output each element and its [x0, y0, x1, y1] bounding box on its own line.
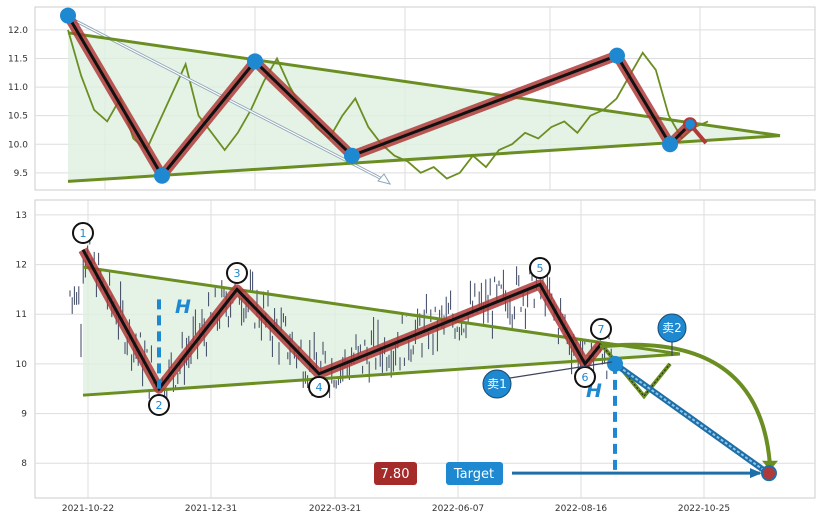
top-trendlines [67, 17, 781, 185]
y-tick-label: 12.0 [8, 26, 28, 36]
zigzag-number-label: 4 [316, 381, 323, 394]
y-tick-label: 10.5 [8, 112, 28, 122]
zigzag-point [344, 147, 360, 164]
x-tick-label: 2021-12-31 [185, 504, 237, 514]
target-marker [761, 465, 777, 482]
zigzag-number-circle [72, 222, 94, 244]
y-tick-label: 9.5 [14, 169, 28, 179]
target-badge [446, 462, 503, 485]
sell1-badge [482, 369, 512, 399]
y-tick-label: 11.0 [8, 83, 28, 93]
zigzag-point [683, 117, 697, 132]
zigzag-number-label: 3 [234, 267, 241, 280]
zigzag-number-circle [574, 366, 596, 388]
zigzag-number-circle [148, 394, 170, 416]
zigzag-number-circle [226, 262, 248, 284]
x-tick-label: 2022-08-16 [555, 504, 608, 514]
target-path-inner [614, 363, 769, 474]
y-tick-label: 10.0 [8, 140, 28, 150]
y-tick-label: 11 [16, 310, 27, 320]
target-badge-label: Target [453, 467, 494, 482]
bottom-axis-ticks: 2021-10-22 2021-12-31 2022-03-21 2022-06-07… [16, 211, 731, 514]
sell2-badge [657, 313, 687, 343]
zigzag-number-label: 7 [598, 323, 605, 336]
zigzag-number-label: 2 [156, 399, 163, 412]
price-badge-label: 7.80 [381, 467, 410, 482]
y-tick-label: 12 [16, 261, 27, 271]
zigzag-number-circle [590, 318, 612, 340]
x-tick-label: 2022-03-21 [309, 504, 361, 514]
y-tick-label: 13 [16, 211, 27, 221]
zigzag-point [247, 53, 263, 70]
zigzag-point [60, 7, 76, 24]
y-tick-label: 11.5 [8, 54, 28, 64]
y-tick-label: 8 [21, 459, 27, 469]
zigzag-point [662, 136, 678, 153]
top-zigzag [60, 7, 708, 184]
upper-trendline [67, 31, 781, 138]
zigzag-number-circle [529, 257, 551, 279]
arrow-head [377, 173, 392, 185]
target-arrow-head [750, 468, 762, 479]
breakout-marker [607, 355, 623, 372]
zigzag-number-label: 5 [537, 262, 544, 275]
zigzag-point [609, 47, 625, 64]
price-badge [374, 462, 417, 485]
zigzag-number-label: 6 [582, 371, 589, 384]
curved-arrow [599, 342, 772, 466]
zigzag-number-label: 1 [80, 227, 87, 240]
sell1-pointer [509, 361, 613, 379]
lower-trendline [67, 134, 781, 183]
height-label: H [175, 296, 191, 318]
top-y-ticks: 9.5 10.0 10.5 11.0 11.5 12.0 [8, 26, 28, 179]
y-tick-label: 9 [21, 410, 27, 420]
zigzag-number-circle [308, 376, 330, 398]
sell2-label: 卖2 [662, 321, 682, 335]
x-tick-label: 2022-10-25 [678, 504, 730, 514]
x-tick-label: 2022-06-07 [432, 504, 484, 514]
upper-trendline [82, 265, 681, 356]
zigzag-point [154, 167, 170, 184]
sell1-label: 卖1 [487, 377, 507, 391]
x-tick-label: 2021-10-22 [62, 504, 114, 514]
y-tick-label: 10 [16, 360, 28, 370]
